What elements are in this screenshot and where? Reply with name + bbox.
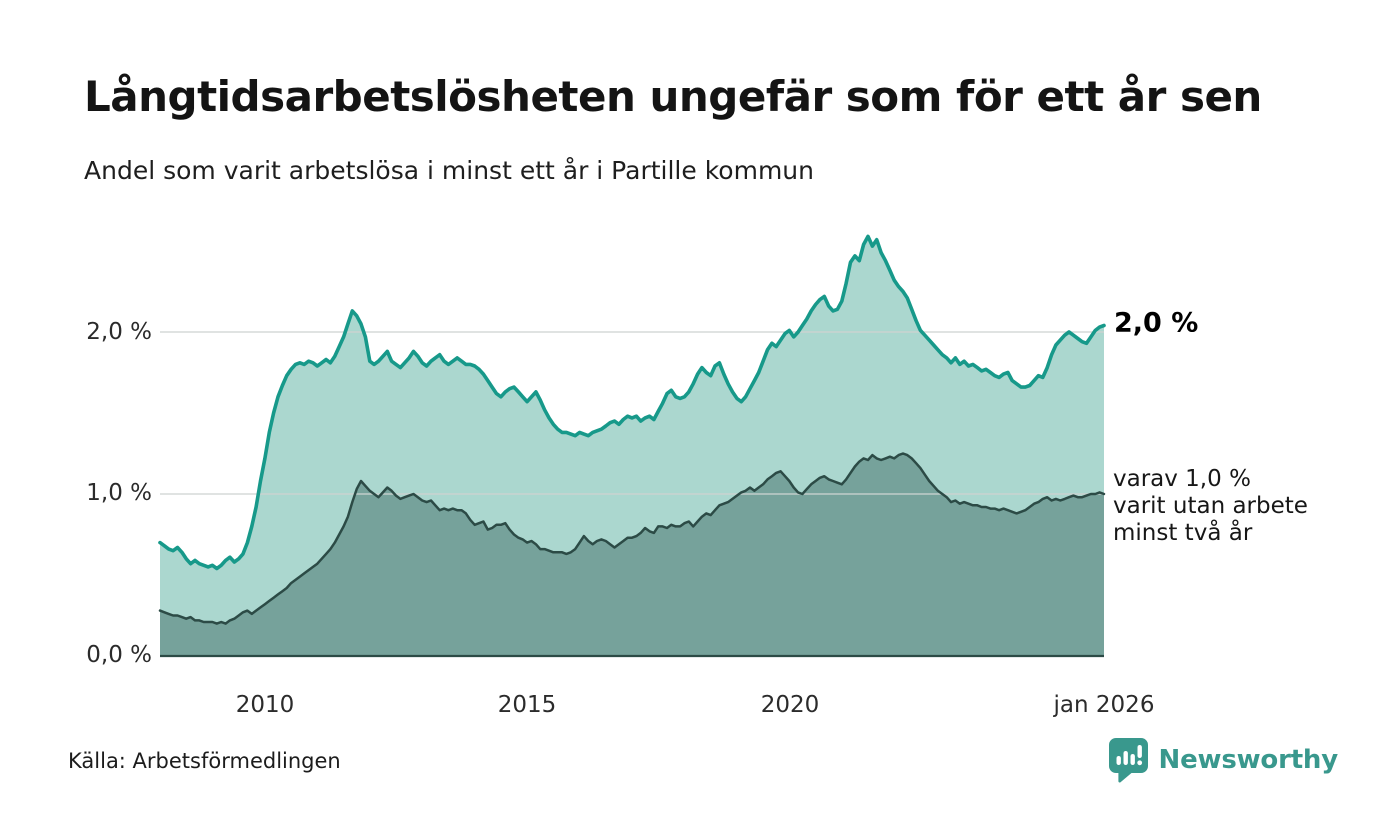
y-axis-tick-label: 1,0 % xyxy=(86,480,152,506)
source-note: Källa: Arbetsförmedlingen xyxy=(68,749,341,773)
series-end-value-label: 2,0 % xyxy=(1114,307,1199,339)
series-annotation: varav 1,0 % varit utan arbete minst två … xyxy=(1113,466,1308,547)
x-axis-tick-label: 2015 xyxy=(497,692,557,718)
y-axis-tick-label: 0,0 % xyxy=(86,642,152,668)
newsworthy-logo-icon xyxy=(1108,738,1148,783)
x-axis-tick-label: jan 2026 xyxy=(1053,692,1155,718)
annotation-line: varav 1,0 % xyxy=(1113,466,1251,492)
x-axis-tick-label: 2020 xyxy=(760,692,820,718)
y-axis-tick-label: 2,0 % xyxy=(86,319,152,345)
annotation-line: varit utan arbete xyxy=(1113,493,1308,519)
chart-subtitle: Andel som varit arbetslösa i minst ett å… xyxy=(84,156,814,185)
newsworthy-logo: Newsworthy xyxy=(1108,737,1338,783)
annotation-line: minst två år xyxy=(1113,520,1253,546)
chart-title: Långtidsarbetslösheten ungefär som för e… xyxy=(84,72,1262,121)
newsworthy-logo-text: Newsworthy xyxy=(1158,745,1339,775)
x-axis-tick-label: 2010 xyxy=(235,692,295,718)
